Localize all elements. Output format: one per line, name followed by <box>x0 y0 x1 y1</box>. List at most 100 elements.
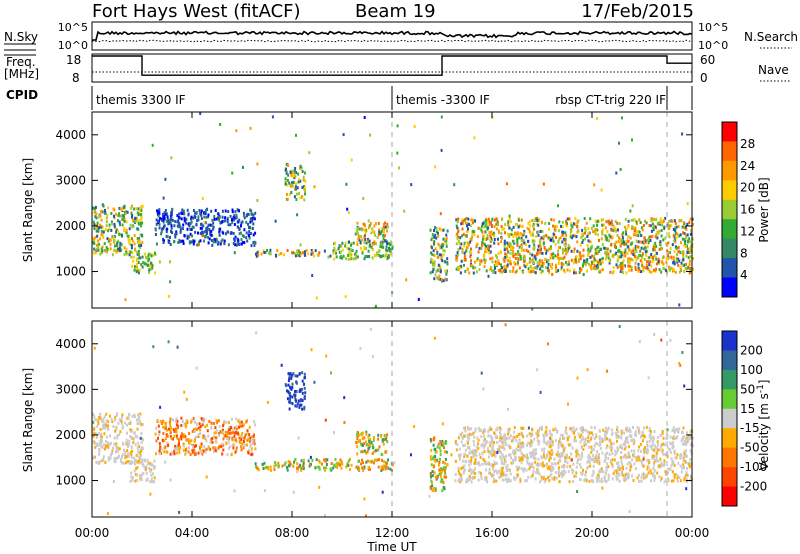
data-cell <box>92 206 95 210</box>
data-cell <box>208 228 211 232</box>
data-cell <box>430 246 433 250</box>
data-cell <box>347 464 350 467</box>
data-cell <box>158 226 161 230</box>
data-cell <box>194 451 197 455</box>
data-cell <box>550 252 553 256</box>
data-cell <box>635 467 637 471</box>
data-cell <box>284 177 287 181</box>
data-cell <box>581 232 584 236</box>
data-cell <box>594 232 597 236</box>
data-cell <box>255 254 258 258</box>
data-cell <box>98 432 101 436</box>
data-cell <box>512 234 515 238</box>
data-cell <box>602 223 605 227</box>
data-cell <box>497 448 500 452</box>
data-cell <box>348 247 351 251</box>
data-cell <box>672 445 675 449</box>
data-cell <box>440 443 443 447</box>
data-cell <box>303 395 306 399</box>
data-cell <box>141 437 144 441</box>
data-cell <box>140 263 143 267</box>
data-cell <box>522 271 525 274</box>
data-cell <box>557 204 559 208</box>
data-cell <box>303 397 306 401</box>
data-cell <box>496 428 499 432</box>
data-cell <box>677 263 680 267</box>
data-cell <box>355 440 358 444</box>
data-cell <box>640 246 643 250</box>
data-cell <box>436 268 439 272</box>
data-cell <box>298 390 301 393</box>
data-cell <box>662 262 665 266</box>
data-cell <box>688 271 691 275</box>
data-cell <box>661 442 664 446</box>
data-cell <box>601 256 604 260</box>
data-cell <box>296 374 299 378</box>
data-cell <box>288 400 291 404</box>
data-cell <box>436 231 439 235</box>
data-cell <box>619 250 622 254</box>
data-cell <box>140 432 143 435</box>
data-cell <box>557 262 560 265</box>
data-cell <box>648 224 651 227</box>
data-cell <box>367 239 370 243</box>
data-cell <box>648 427 651 430</box>
data-cell <box>440 115 443 119</box>
data-cell <box>640 460 643 464</box>
data-cell <box>620 472 623 476</box>
data-cell <box>501 218 503 221</box>
data-cell <box>623 243 626 246</box>
data-cell <box>560 257 563 260</box>
data-cell <box>197 215 200 219</box>
colorbar-swatch <box>722 180 737 201</box>
data-cell <box>302 251 305 255</box>
data-cell <box>162 215 165 219</box>
data-cell <box>599 447 602 450</box>
data-cell <box>639 249 642 253</box>
data-cell <box>507 220 510 224</box>
data-cell <box>194 444 196 448</box>
data-cell <box>410 183 413 187</box>
data-cell <box>647 241 650 245</box>
data-cell <box>115 251 118 254</box>
data-cell <box>584 231 586 235</box>
data-cell <box>365 241 368 245</box>
data-cell <box>634 430 637 434</box>
data-cell <box>496 426 499 430</box>
data-cell <box>429 472 432 476</box>
data-cell <box>189 241 192 245</box>
data-cell <box>516 262 519 266</box>
data-cell <box>210 209 213 213</box>
data-cell <box>445 450 448 454</box>
colorbar-swatch <box>722 277 737 298</box>
data-cell <box>529 252 532 256</box>
data-cell <box>555 266 557 269</box>
data-cell <box>622 258 625 262</box>
data-cell <box>606 429 609 433</box>
data-cell <box>220 444 223 448</box>
data-cell <box>363 228 366 232</box>
data-cell <box>435 270 438 273</box>
data-cell <box>506 467 509 471</box>
data-cell <box>482 446 485 450</box>
data-cell <box>361 437 364 441</box>
data-cell <box>666 249 669 253</box>
data-cell <box>491 225 493 228</box>
data-cell <box>198 422 201 426</box>
cpid-row: CPID themis 3300 IF themis -3300 IF rbsp C… <box>6 86 693 110</box>
data-cell <box>644 250 647 254</box>
data-cell <box>537 469 540 473</box>
data-cell <box>292 464 295 468</box>
data-cell <box>563 448 566 452</box>
data-cell <box>504 438 507 442</box>
data-cell <box>545 234 548 237</box>
data-cell <box>638 430 641 434</box>
data-cell <box>318 460 321 464</box>
data-cell <box>488 441 491 445</box>
data-cell <box>517 445 520 448</box>
data-cell <box>169 221 172 225</box>
data-cell <box>382 245 385 249</box>
data-cell <box>212 422 215 425</box>
data-cell <box>520 457 522 461</box>
data-cell <box>542 182 545 186</box>
